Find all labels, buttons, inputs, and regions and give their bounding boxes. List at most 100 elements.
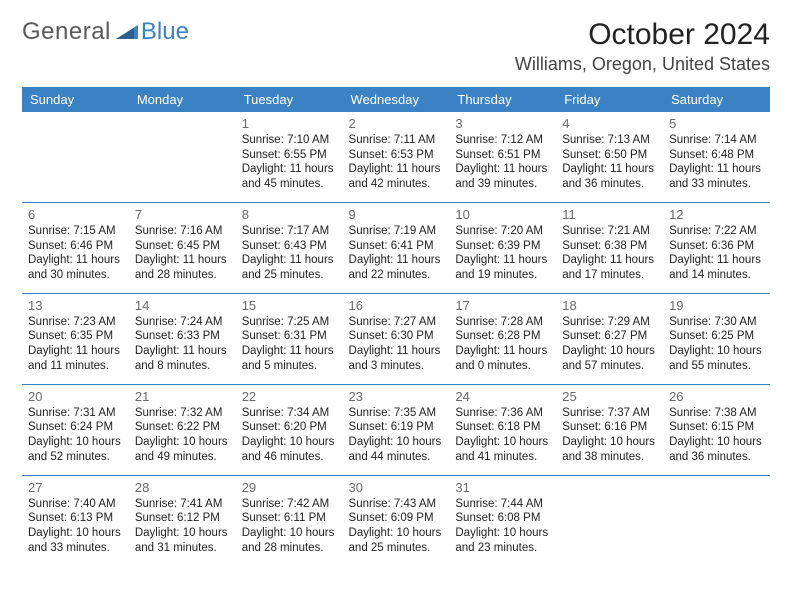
sunset-text: Sunset: 6:30 PM [349,329,444,344]
sunset-text: Sunset: 6:28 PM [455,329,550,344]
daylight-text: and 11 minutes. [28,359,123,374]
day-number: 21 [135,389,230,404]
daylight-text: and 44 minutes. [349,450,444,465]
sunrise-text: Sunrise: 7:14 AM [669,133,764,148]
day-number: 19 [669,298,764,313]
sunrise-text: Sunrise: 7:43 AM [349,497,444,512]
calendar-cell [556,475,663,565]
calendar-row: 6Sunrise: 7:15 AMSunset: 6:46 PMDaylight… [22,202,770,293]
logo: General Blue [22,18,189,46]
day-number: 13 [28,298,123,313]
sunset-text: Sunset: 6:13 PM [28,511,123,526]
sunrise-text: Sunrise: 7:27 AM [349,315,444,330]
sunrise-text: Sunrise: 7:34 AM [242,406,337,421]
calendar-row: 20Sunrise: 7:31 AMSunset: 6:24 PMDayligh… [22,384,770,475]
daylight-text: Daylight: 10 hours [28,435,123,450]
day-number: 9 [349,207,444,222]
day-number: 1 [242,116,337,131]
sunset-text: Sunset: 6:19 PM [349,420,444,435]
sunset-text: Sunset: 6:35 PM [28,329,123,344]
daylight-text: and 42 minutes. [349,177,444,192]
title-block: October 2024 Williams, Oregon, United St… [515,18,770,75]
calendar-cell: 8Sunrise: 7:17 AMSunset: 6:43 PMDaylight… [236,202,343,293]
calendar-cell: 15Sunrise: 7:25 AMSunset: 6:31 PMDayligh… [236,293,343,384]
sunrise-text: Sunrise: 7:30 AM [669,315,764,330]
calendar-cell: 22Sunrise: 7:34 AMSunset: 6:20 PMDayligh… [236,384,343,475]
day-number: 28 [135,480,230,495]
sunrise-text: Sunrise: 7:17 AM [242,224,337,239]
calendar-cell: 31Sunrise: 7:44 AMSunset: 6:08 PMDayligh… [449,475,556,565]
daylight-text: and 19 minutes. [455,268,550,283]
daylight-text: and 39 minutes. [455,177,550,192]
sunrise-text: Sunrise: 7:20 AM [455,224,550,239]
daylight-text: and 52 minutes. [28,450,123,465]
daylight-text: Daylight: 11 hours [562,253,657,268]
daylight-text: and 30 minutes. [28,268,123,283]
calendar-cell: 30Sunrise: 7:43 AMSunset: 6:09 PMDayligh… [343,475,450,565]
sunset-text: Sunset: 6:46 PM [28,239,123,254]
daylight-text: Daylight: 11 hours [349,253,444,268]
day-number: 25 [562,389,657,404]
daylight-text: and 46 minutes. [242,450,337,465]
day-number: 20 [28,389,123,404]
sunset-text: Sunset: 6:22 PM [135,420,230,435]
daylight-text: Daylight: 10 hours [455,526,550,541]
sunrise-text: Sunrise: 7:35 AM [349,406,444,421]
day-number: 23 [349,389,444,404]
col-monday: Monday [129,87,236,112]
daylight-text: and 38 minutes. [562,450,657,465]
daylight-text: Daylight: 11 hours [455,344,550,359]
day-number: 31 [455,480,550,495]
calendar-cell: 3Sunrise: 7:12 AMSunset: 6:51 PMDaylight… [449,112,556,202]
calendar-cell: 1Sunrise: 7:10 AMSunset: 6:55 PMDaylight… [236,112,343,202]
daylight-text: Daylight: 10 hours [242,526,337,541]
header-row: Sunday Monday Tuesday Wednesday Thursday… [22,87,770,112]
sunset-text: Sunset: 6:08 PM [455,511,550,526]
col-saturday: Saturday [663,87,770,112]
daylight-text: Daylight: 11 hours [349,344,444,359]
daylight-text: Daylight: 10 hours [562,344,657,359]
calendar-cell: 5 Sunrise: 7:14 AMSunset: 6:48 PMDaylight… [663,112,770,202]
sunset-text: Sunset: 6:31 PM [242,329,337,344]
sunrise-text: Sunrise: 7:13 AM [562,133,657,148]
daylight-text: and 3 minutes. [349,359,444,374]
day-number: 22 [242,389,337,404]
sunrise-text: Sunrise: 7:19 AM [349,224,444,239]
sunrise-text: Sunrise: 7:29 AM [562,315,657,330]
sunset-text: Sunset: 6:39 PM [455,239,550,254]
calendar-cell: 29Sunrise: 7:42 AMSunset: 6:11 PMDayligh… [236,475,343,565]
calendar-cell: 27Sunrise: 7:40 AMSunset: 6:13 PMDayligh… [22,475,129,565]
daylight-text: and 49 minutes. [135,450,230,465]
sunset-text: Sunset: 6:48 PM [669,148,764,163]
sunset-text: Sunset: 6:53 PM [349,148,444,163]
daylight-text: Daylight: 11 hours [669,253,764,268]
sunrise-text: Sunrise: 7:32 AM [135,406,230,421]
day-number: 16 [349,298,444,313]
sunrise-text: Sunrise: 7:36 AM [455,406,550,421]
day-number: 5 [669,116,764,131]
calendar-cell [129,112,236,202]
calendar-cell: 26Sunrise: 7:38 AMSunset: 6:15 PMDayligh… [663,384,770,475]
day-number: 26 [669,389,764,404]
daylight-text: Daylight: 11 hours [669,162,764,177]
sunset-text: Sunset: 6:09 PM [349,511,444,526]
calendar-cell: 13Sunrise: 7:23 AMSunset: 6:35 PMDayligh… [22,293,129,384]
daylight-text: and 55 minutes. [669,359,764,374]
col-tuesday: Tuesday [236,87,343,112]
calendar-cell: 19Sunrise: 7:30 AMSunset: 6:25 PMDayligh… [663,293,770,384]
sunrise-text: Sunrise: 7:38 AM [669,406,764,421]
sunset-text: Sunset: 6:55 PM [242,148,337,163]
sunset-text: Sunset: 6:51 PM [455,148,550,163]
daylight-text: and 28 minutes. [242,541,337,556]
calendar-cell [22,112,129,202]
day-number: 15 [242,298,337,313]
daylight-text: Daylight: 11 hours [349,162,444,177]
sunrise-text: Sunrise: 7:22 AM [669,224,764,239]
calendar-cell: 11Sunrise: 7:21 AMSunset: 6:38 PMDayligh… [556,202,663,293]
daylight-text: Daylight: 10 hours [135,435,230,450]
daylight-text: and 45 minutes. [242,177,337,192]
sunrise-text: Sunrise: 7:10 AM [242,133,337,148]
calendar-cell: 18Sunrise: 7:29 AMSunset: 6:27 PMDayligh… [556,293,663,384]
sunset-text: Sunset: 6:20 PM [242,420,337,435]
daylight-text: Daylight: 11 hours [135,253,230,268]
